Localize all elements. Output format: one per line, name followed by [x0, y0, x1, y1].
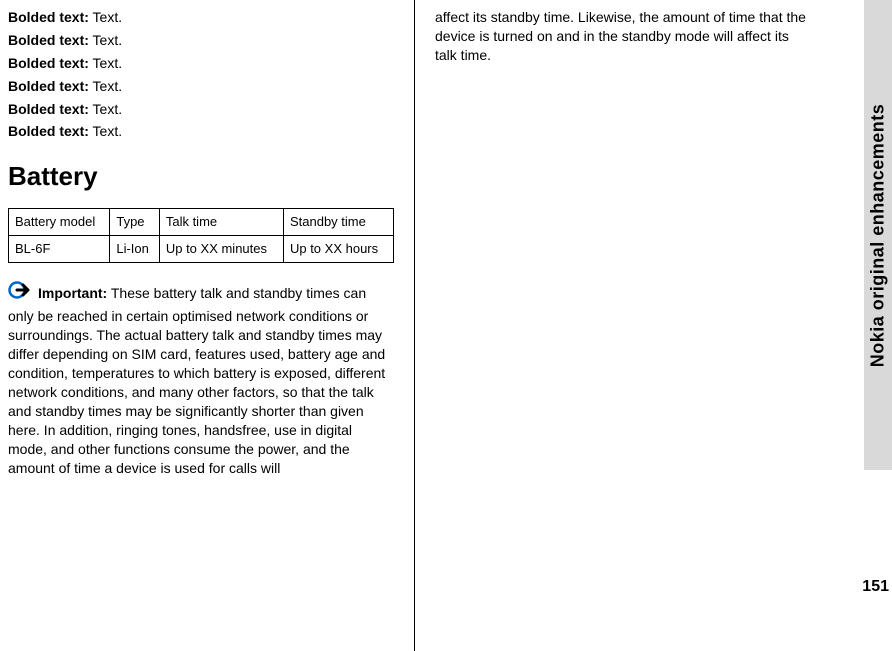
- table-header: Type: [110, 209, 160, 236]
- bold-value: Text.: [93, 78, 123, 94]
- table-cell: BL-6F: [9, 235, 110, 262]
- right-column: affect its standby time. Likewise, the a…: [415, 0, 830, 651]
- table-row: BL-6F Li-Ion Up to XX minutes Up to XX h…: [9, 235, 394, 262]
- bold-label: Bolded text:: [8, 78, 89, 94]
- bold-line: Bolded text: Text.: [8, 8, 394, 27]
- important-icon: [8, 281, 36, 308]
- bold-value: Text.: [93, 55, 123, 71]
- table-cell: Li-Ion: [110, 235, 160, 262]
- table-header-row: Battery model Type Talk time Standby tim…: [9, 209, 394, 236]
- bold-value: Text.: [93, 101, 123, 117]
- table-header: Battery model: [9, 209, 110, 236]
- bold-line: Bolded text: Text.: [8, 77, 394, 96]
- table-header: Standby time: [283, 209, 393, 236]
- bold-label: Bolded text:: [8, 101, 89, 117]
- table-header: Talk time: [159, 209, 283, 236]
- page-container: Bolded text: Text. Bolded text: Text. Bo…: [0, 0, 892, 651]
- important-block: Important: These battery talk and standb…: [8, 281, 394, 478]
- bold-label: Bolded text:: [8, 9, 89, 25]
- bold-label: Bolded text:: [8, 32, 89, 48]
- bold-value: Text.: [93, 32, 123, 48]
- battery-heading: Battery: [8, 159, 394, 194]
- page-number: 151: [862, 578, 889, 596]
- table-cell: Up to XX minutes: [159, 235, 283, 262]
- bold-label: Bolded text:: [8, 55, 89, 71]
- bold-line: Bolded text: Text.: [8, 54, 394, 73]
- important-text: These battery talk and standby times can…: [8, 285, 385, 476]
- bold-value: Text.: [93, 9, 123, 25]
- bold-line: Bolded text: Text.: [8, 31, 394, 50]
- bold-value: Text.: [93, 123, 123, 139]
- continuation-text: affect its standby time. Likewise, the a…: [435, 8, 810, 65]
- side-tab-text: Nokia original enhancements: [868, 103, 889, 367]
- left-column: Bolded text: Text. Bolded text: Text. Bo…: [0, 0, 415, 651]
- bold-label: Bolded text:: [8, 123, 89, 139]
- side-tab: Nokia original enhancements: [864, 0, 892, 470]
- important-label: Important:: [38, 285, 107, 301]
- bold-line: Bolded text: Text.: [8, 100, 394, 119]
- bold-line: Bolded text: Text.: [8, 122, 394, 141]
- table-cell: Up to XX hours: [283, 235, 393, 262]
- battery-table: Battery model Type Talk time Standby tim…: [8, 208, 394, 262]
